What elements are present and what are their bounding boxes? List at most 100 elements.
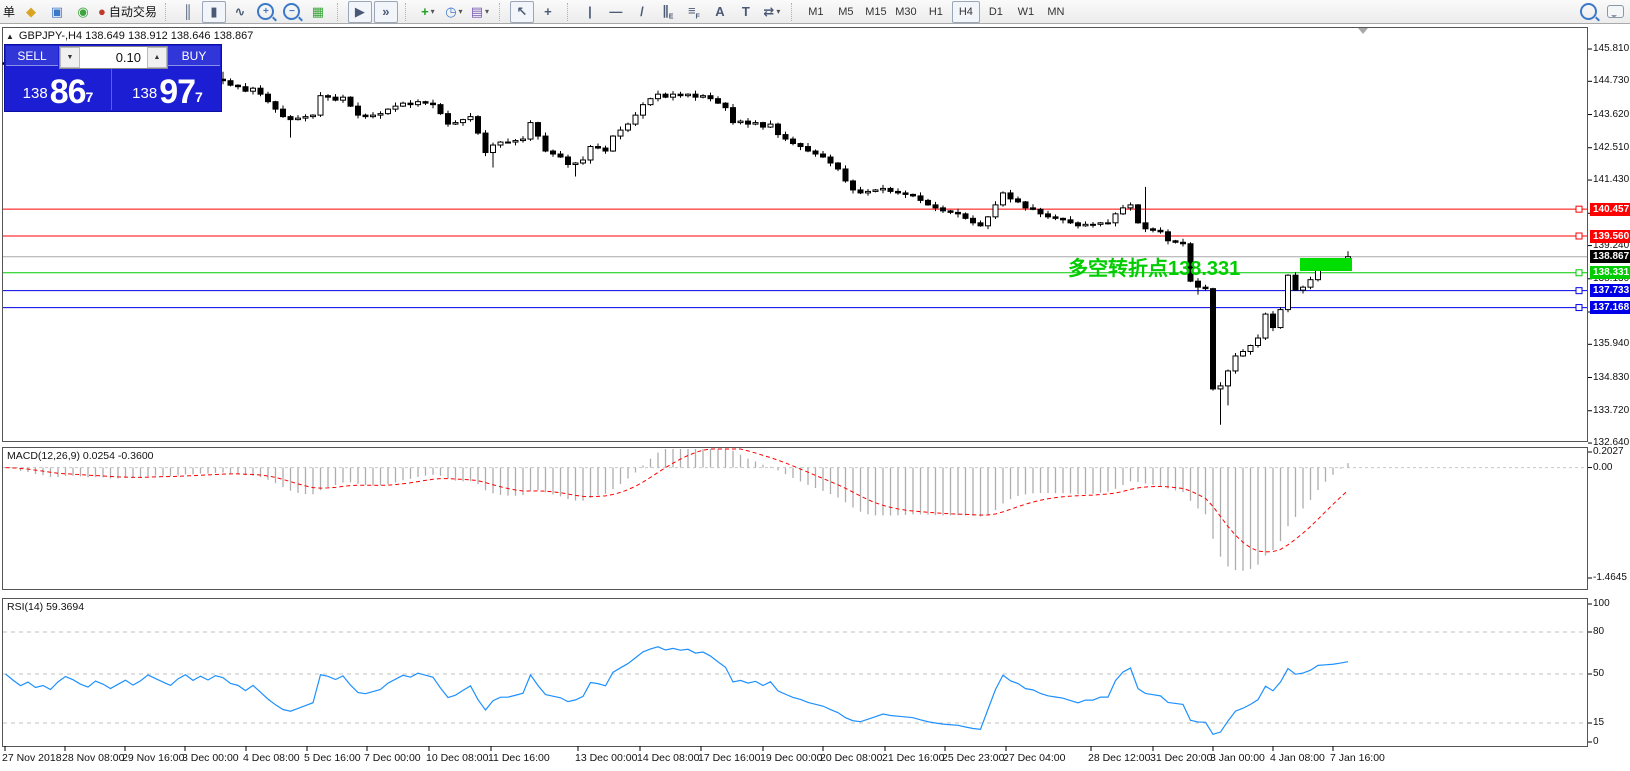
vertical-line-icon[interactable]: | [588,4,592,19]
price-tick: 144.730 [1593,75,1630,87]
trendline-icon[interactable]: / [640,4,644,19]
periods-icon[interactable]: ◷ ▾ [445,3,463,19]
timeframe-M30[interactable]: M30 [895,5,917,18]
main-toolbar: 单 ◆ ▣ ◉ ● 自动交易 ║ ▮ ∿ + − ▦ ▶» + ▾ ◷ ▾ ▤ ▾ ↖ + | — / ∥E ≡F A T ⇄ ▾ M1 M5… [0,0,1630,24]
timeframe-H1[interactable]: H1 [928,5,943,18]
toolbar-separator [498,2,505,21]
chat-icon[interactable] [1607,5,1624,18]
volume-increase-button[interactable]: ▲ [147,47,167,68]
text-icon[interactable]: A [715,4,725,19]
metaeditor-icon[interactable]: ◆ [26,3,37,19]
buy-price[interactable]: 138 97 7 [114,67,221,110]
time-axis-label: 20 Dec 08:00 [820,752,883,764]
timeframe-M1[interactable]: M1 [808,5,824,18]
time-axis-label: 27 Dec 04:00 [1003,752,1066,764]
price-chart-pane[interactable] [2,27,1588,442]
time-axis-label: 7 Dec 00:00 [364,752,421,764]
toolbar-separator [164,2,171,21]
new-order-button-partial[interactable]: 单 [3,5,16,19]
timeframe-M15[interactable]: M15 [865,5,887,18]
bar-chart-icon[interactable]: ║ [183,4,193,19]
toolbar-separator [336,2,343,21]
time-axis-label: 28 Nov 08:00 [62,752,125,764]
sell-price-sup: 7 [85,89,94,105]
zoom-in-icon[interactable]: + [254,1,278,23]
price-level-badge: 140.457 [1590,202,1630,216]
text-label-icon[interactable]: T [741,4,750,19]
price-tick: 141.430 [1593,174,1630,186]
autotrading-button[interactable]: ● 自动交易 [98,4,157,19]
chart-shift-icon[interactable]: » [373,0,398,23]
search-icon[interactable] [1580,3,1597,20]
time-axis-label: 7 Jan 16:00 [1330,752,1385,764]
price-level-badge: 139.560 [1590,229,1630,243]
rsi-scale-label: 0 [1593,736,1599,747]
time-axis-label: 5 Dec 16:00 [304,752,361,764]
volume-value[interactable]: 0.10 [115,50,141,65]
timeframe-H4[interactable]: H4 [951,0,980,23]
price-level-badge: 138.867 [1590,250,1630,264]
sell-price-big: 86 [49,73,87,111]
time-axis-label: 13 Dec 00:00 [575,752,638,764]
time-axis-label: 4 Dec 08:00 [243,752,300,764]
arrows-icon[interactable]: ⇄ ▾ [763,3,781,19]
macd-scale-label: 0.2027 [1593,446,1624,457]
timeframe-M5[interactable]: M5 [838,5,854,18]
macd-label: MACD(12,26,9) 0.0254 -0.3600 [7,450,154,462]
indicators-icon[interactable]: + ▾ [421,4,435,19]
time-axis-label: 10 Dec 08:00 [426,752,489,764]
rsi-label: RSI(14) 59.3694 [7,601,85,613]
buy-button[interactable]: BUY [168,46,220,66]
macd-scale-label: -1.4645 [1593,572,1627,583]
price-tick: 135.940 [1593,338,1630,350]
time-axis-label: 29 Nov 16:00 [122,752,185,764]
timeframe-W1[interactable]: W1 [1017,5,1035,18]
cursor-icon[interactable]: ↖ [509,0,534,23]
price-tick: 139.240 [1593,239,1630,251]
rsi-indicator-pane[interactable] [2,598,1588,747]
zoom-out-icon[interactable]: − [280,1,304,23]
time-axis-label: 3 Dec 00:00 [182,752,239,764]
macd-indicator-pane[interactable] [2,447,1588,590]
rsi-scale-label: 80 [1593,626,1605,637]
chart-title: GBPJPY-,H4 138.649 138.912 138.646 138.8… [18,30,254,42]
signals-icon[interactable]: ◉ [77,3,89,19]
auto-scroll-icon[interactable]: ▶ [347,0,372,23]
one-click-trading-panel: SELL ▼ 0.10 ▲ BUY 138 86 7 138 97 7 [4,44,222,112]
turning-point-annotation[interactable]: 多空转折点138.331 [1068,258,1241,280]
volume-decrease-button[interactable]: ▼ [60,47,80,68]
price-tick: 134.830 [1593,371,1630,383]
terminal-icon[interactable]: ▣ [50,3,64,19]
crosshair-icon[interactable]: + [544,4,552,19]
sell-button[interactable]: SELL [6,46,58,66]
toolbar-separator [790,2,797,21]
time-axis-label: 28 Dec 12:00 [1088,752,1151,764]
toolbar-separator [404,2,411,21]
buy-price-prefix: 138 [132,85,158,102]
rsi-scale-label: 100 [1593,598,1610,609]
toolbar-separator [566,2,573,21]
time-axis-label: 4 Jan 08:00 [1270,752,1325,764]
time-axis-label: 31 Dec 20:00 [1150,752,1213,764]
line-chart-icon[interactable]: ∿ [234,3,246,19]
candlestick-icon[interactable]: ▮ [201,0,226,23]
sell-price[interactable]: 138 86 7 [5,67,112,110]
macd-scale-label: 0.00 [1593,461,1613,473]
volume-stepper: ▼ 0.10 ▲ [59,46,168,69]
time-axis-label: 27 Nov 2018 [2,752,62,764]
timeframe-MN[interactable]: MN [1047,5,1065,18]
time-axis-label: 17 Dec 16:00 [698,752,761,764]
price-tick: 132.640 [1593,437,1630,449]
price-level-badge: 137.168 [1590,301,1630,315]
horizontal-line-icon[interactable]: — [609,4,623,19]
fibonacci-icon[interactable]: ≡F [687,2,700,21]
buy-price-sup: 7 [195,89,203,105]
panel-collapse-icon[interactable]: ▲ [6,31,14,41]
templates-icon[interactable]: ▤ ▾ [470,3,490,19]
equidistant-channel-icon[interactable]: ∥E [662,2,674,21]
time-axis-label: 11 Dec 16:00 [488,752,550,764]
timeframe-D1[interactable]: D1 [988,5,1003,18]
price-level-badge: 138.331 [1590,266,1630,280]
tile-windows-icon[interactable]: ▦ [311,3,325,19]
